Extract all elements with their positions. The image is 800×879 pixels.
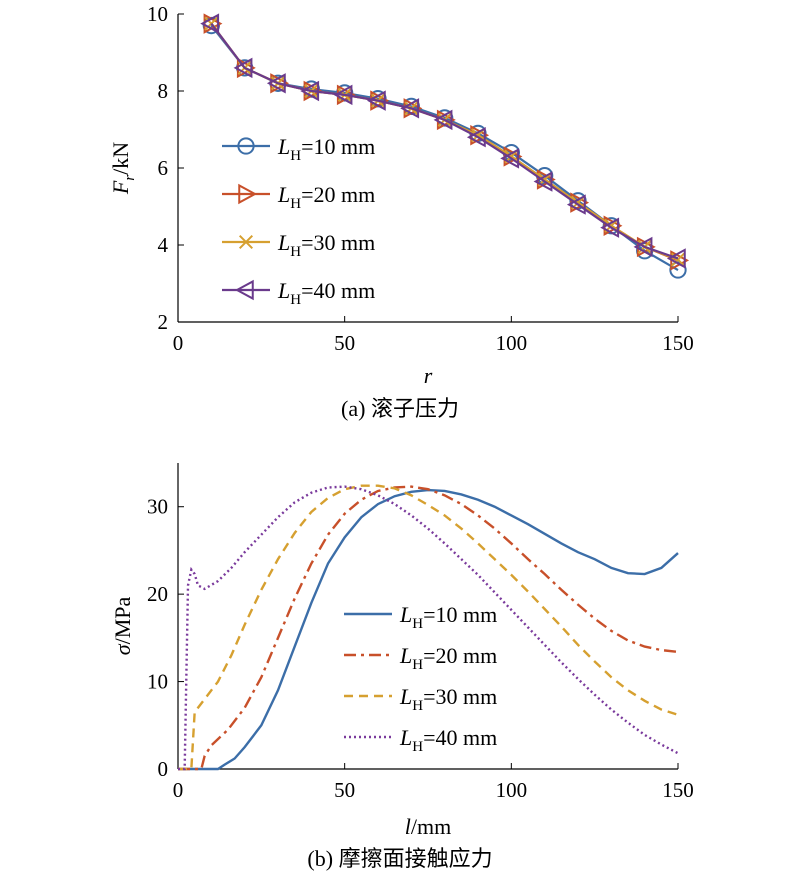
- legend-label-main: L: [399, 725, 412, 750]
- legend-label-sub: H: [290, 244, 301, 260]
- data-point: [236, 57, 256, 79]
- legend-label-main: L: [399, 684, 412, 709]
- legend-label: LH=40 mm: [277, 278, 375, 308]
- legend-label-sub: H: [412, 739, 423, 755]
- y-tick-label: 8: [158, 79, 169, 103]
- legend-label-main: L: [399, 643, 412, 668]
- legend-label-main: L: [277, 134, 290, 159]
- data-point: [400, 98, 420, 119]
- y-tick-label: 4: [158, 233, 169, 257]
- legend-label: LH=20 mm: [277, 182, 375, 212]
- legend-label-rest: =40 mm: [301, 278, 375, 303]
- legend-label-main: L: [399, 602, 412, 627]
- y-tick-label: 0: [158, 757, 169, 781]
- data-point: [333, 84, 353, 106]
- chart-caption: (a) 滚子压力: [341, 396, 459, 421]
- y-axis-label-unit: /MPa: [110, 597, 135, 645]
- legend-label: LH=40 mm: [399, 725, 497, 755]
- legend-label-rest: =20 mm: [301, 182, 375, 207]
- series-line: [178, 485, 679, 771]
- x-axis-label: l/mm: [405, 814, 451, 839]
- series-line: [210, 22, 679, 260]
- legend-label: LH=10 mm: [277, 134, 375, 164]
- y-axis-label-unit: /kN: [108, 142, 133, 175]
- data-point: [436, 109, 456, 131]
- data-point: [237, 137, 255, 155]
- legend-label-sub: H: [290, 196, 301, 212]
- legend-label-rest: =40 mm: [423, 725, 497, 750]
- legend-label: LH=30 mm: [277, 230, 375, 260]
- data-point: [403, 98, 423, 119]
- legend-label-sub: H: [412, 616, 423, 632]
- legend-label-rest: =30 mm: [301, 230, 375, 255]
- legend-label-rest: =10 mm: [423, 602, 497, 627]
- legend-label: LH=20 mm: [399, 643, 497, 673]
- data-point: [233, 57, 253, 79]
- y-axis-label-sub: r: [122, 175, 138, 181]
- data-point: [303, 80, 323, 102]
- x-tick-label: 50: [334, 778, 355, 802]
- x-tick-label: 0: [173, 331, 184, 355]
- x-tick-label: 50: [334, 331, 355, 355]
- data-point: [300, 80, 320, 102]
- data-point: [234, 279, 254, 301]
- series-line: [178, 484, 679, 771]
- x-tick-label: 150: [662, 331, 694, 355]
- legend-label: LH=30 mm: [399, 684, 497, 714]
- legend-label-main: L: [277, 182, 290, 207]
- x-axis-label-main: l: [405, 814, 411, 839]
- data-point: [366, 90, 386, 111]
- y-tick-label: 20: [147, 582, 168, 606]
- y-tick-label: 6: [158, 156, 169, 180]
- data-point: [203, 13, 223, 34]
- data-point: [238, 183, 258, 205]
- legend-label-main: L: [277, 230, 290, 255]
- x-axis-label-unit: /mm: [411, 814, 451, 839]
- y-tick-label: 10: [147, 670, 168, 694]
- chart-caption: (b) 摩擦面接触应力: [307, 846, 492, 871]
- data-point: [200, 13, 220, 34]
- y-axis-label: Fr/kN: [108, 142, 138, 195]
- x-tick-label: 0: [173, 778, 184, 802]
- x-tick-label: 100: [496, 331, 528, 355]
- legend-label-main: L: [277, 278, 290, 303]
- data-point: [270, 73, 290, 94]
- y-axis-label-main: σ: [110, 643, 135, 655]
- legend-label-sub: H: [412, 657, 423, 673]
- legend-label-sub: H: [290, 292, 301, 308]
- data-point: [666, 248, 686, 269]
- data-point: [533, 171, 553, 192]
- legend-label-rest: =10 mm: [301, 134, 375, 159]
- legend-label-rest: =30 mm: [423, 684, 497, 709]
- legend-label-rest: =20 mm: [423, 643, 497, 668]
- data-point: [500, 148, 520, 169]
- y-tick-label: 10: [147, 2, 168, 26]
- data-point: [266, 73, 286, 94]
- x-axis-label: r: [424, 363, 433, 388]
- y-tick-label: 30: [147, 495, 168, 519]
- data-point: [433, 109, 453, 131]
- y-axis-label: σ/MPa: [110, 597, 135, 656]
- legend-label: LH=10 mm: [399, 602, 497, 632]
- x-tick-label: 100: [496, 778, 528, 802]
- y-tick-label: 2: [158, 310, 169, 334]
- data-point: [633, 236, 653, 258]
- data-point: [600, 217, 620, 238]
- data-point: [636, 236, 656, 258]
- x-tick-label: 150: [662, 778, 694, 802]
- data-point: [238, 234, 254, 250]
- data-point: [466, 126, 486, 148]
- data-point: [566, 194, 586, 215]
- legend-label-sub: H: [290, 148, 301, 164]
- data-point: [370, 90, 390, 111]
- y-axis-label-main: F: [108, 180, 133, 195]
- series-line: [178, 485, 679, 771]
- legend-label-sub: H: [412, 698, 423, 714]
